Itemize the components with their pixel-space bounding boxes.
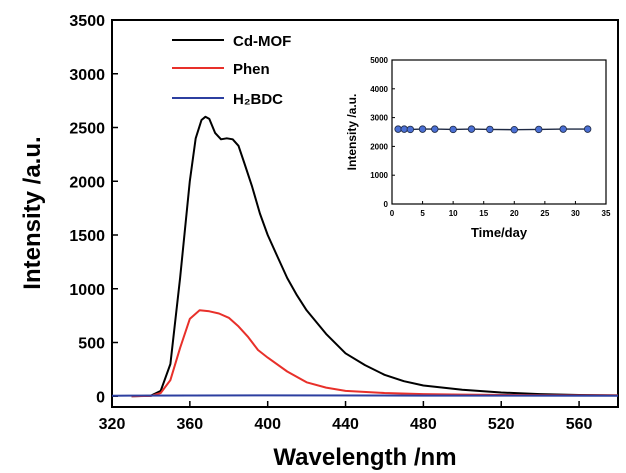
inset-data-point (431, 125, 439, 133)
inset-data-point (467, 125, 476, 133)
main-y-tick-label: 1500 (69, 228, 105, 245)
inset-x-ticks: 0 5 10 15 20 25 30 35 (390, 201, 611, 218)
inset-x-tick-label: 0 (390, 209, 395, 218)
series-line-cd-mof (131, 115, 619, 398)
inset-y-tick-label: 4000 (370, 85, 388, 94)
inset-data-point (400, 125, 408, 133)
inset-data-point (418, 125, 427, 133)
main-x-tick-label: 440 (332, 416, 359, 433)
inset-y-axis-title: Intensity /a.u. (345, 94, 359, 171)
main-x-ticks: 320 360 400 440 480 520 560 (99, 401, 593, 433)
legend-label-phen: Phen (233, 61, 270, 78)
main-y-tick-label: 500 (78, 336, 105, 353)
main-x-axis-title: Wavelength /nm (273, 444, 456, 471)
main-y-ticks: 0 500 1000 1500 2000 2500 3000 3500 (69, 13, 118, 406)
inset-plot-frame (391, 59, 607, 205)
inset-y-tick-label: 1000 (370, 171, 388, 180)
main-plot-frame (111, 19, 619, 408)
legend: Cd-MOF Phen H₂BDC (172, 33, 291, 108)
inset-data-point (535, 125, 543, 134)
main-x-tick-label: 400 (254, 416, 281, 433)
main-x-tick-label: 560 (566, 416, 593, 433)
inset-x-tick-label: 15 (479, 209, 488, 218)
main-y-tick-label: 3000 (69, 67, 105, 84)
inset-x-tick-label: 25 (540, 209, 549, 218)
inset-x-tick-label: 5 (420, 209, 425, 218)
main-y-tick-label: 1000 (69, 282, 105, 299)
inset-x-tick-label: 35 (602, 209, 611, 218)
inset-data-point (406, 125, 415, 134)
inset-data-point (449, 125, 457, 134)
main-series-lines (111, 115, 619, 398)
main-x-tick-label: 360 (176, 416, 203, 433)
inset-data-point (486, 125, 494, 134)
legend-label-cd-mof: Cd-MOF (233, 33, 291, 50)
legend-label-h2bdc: H₂BDC (233, 91, 283, 108)
main-x-tick-label: 520 (488, 416, 515, 433)
main-y-tick-label: 2000 (69, 174, 105, 191)
inset-y-tick-label: 2000 (370, 142, 388, 151)
inset-x-tick-label: 10 (449, 209, 458, 218)
inset-y-tick-label: 3000 (370, 114, 388, 123)
inset-data-point (583, 125, 592, 133)
inset-data-point (559, 125, 567, 133)
inset-y-tick-label: 5000 (370, 56, 388, 65)
main-y-tick-label: 3500 (69, 13, 105, 30)
inset-data-point (394, 125, 402, 133)
main-x-tick-label: 320 (99, 416, 126, 433)
inset-y-ticks: 0 1000 2000 3000 4000 5000 (370, 56, 395, 209)
main-x-tick-label: 480 (410, 416, 437, 433)
inset-series (394, 125, 592, 134)
main-y-tick-label: 2500 (69, 121, 105, 138)
inset-x-tick-label: 30 (571, 209, 580, 218)
main-y-tick-label: 0 (96, 389, 105, 406)
inset-chart: 0 1000 2000 3000 4000 5000 0 5 10 15 20 25 30 35 Tim… (345, 56, 611, 240)
series-line-phen (131, 309, 619, 398)
inset-data-point (510, 125, 518, 134)
main-y-axis-title: Intensity /a.u. (19, 136, 46, 289)
inset-x-axis-title: Time/day (471, 225, 528, 240)
inset-y-tick-label: 0 (384, 200, 389, 209)
inset-x-tick-label: 20 (510, 209, 519, 218)
